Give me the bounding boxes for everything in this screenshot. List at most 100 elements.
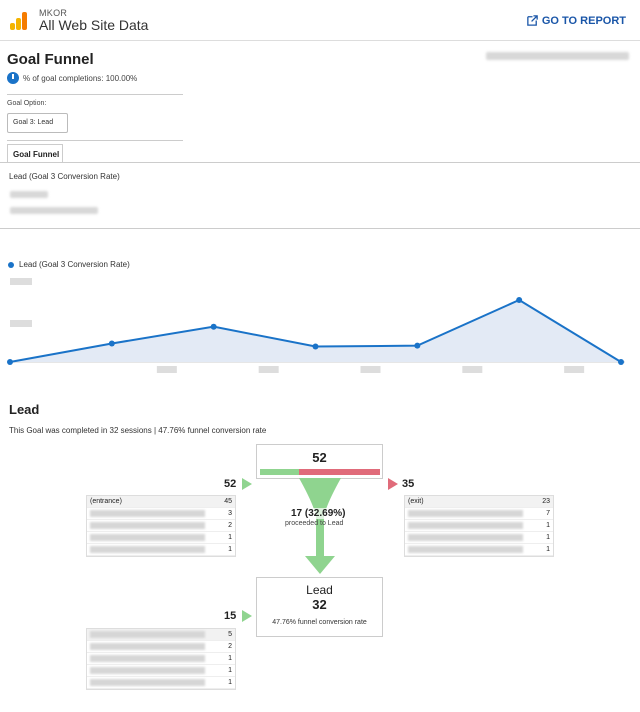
table-row[interactable]: 1 bbox=[87, 653, 235, 665]
row-value: 23 bbox=[542, 498, 550, 505]
step1-entrance-table: (entrance) 45 3 2 1 1 bbox=[86, 495, 236, 557]
table-row[interactable]: 1 bbox=[405, 520, 553, 532]
row-value: 1 bbox=[228, 546, 232, 553]
row-label bbox=[90, 655, 205, 662]
entrance-arrow-icon bbox=[242, 610, 252, 622]
chart-point[interactable] bbox=[414, 342, 421, 349]
table-row[interactable]: 7 bbox=[405, 508, 553, 520]
row-label bbox=[90, 631, 205, 638]
property-name[interactable]: All Web Site Data bbox=[39, 17, 149, 33]
row-label bbox=[90, 546, 205, 553]
step1-box[interactable]: 52 bbox=[256, 444, 383, 479]
step2-entrances: 15 bbox=[224, 610, 237, 622]
goal-select[interactable]: Goal 3: Lead bbox=[7, 113, 68, 133]
table-row[interactable]: (exit) 23 bbox=[405, 496, 553, 508]
x-tick-label bbox=[360, 366, 381, 373]
funnel-flow bbox=[299, 478, 341, 574]
y-tick-label bbox=[10, 320, 32, 327]
row-value: 2 bbox=[228, 522, 232, 529]
funnel-title: Lead bbox=[9, 402, 40, 417]
table-row[interactable]: 1 bbox=[87, 677, 235, 689]
step2-total: 32 bbox=[312, 597, 327, 612]
proceeded-label: proceeded to Lead bbox=[285, 520, 344, 527]
metric-value bbox=[10, 191, 48, 198]
row-label bbox=[90, 534, 205, 541]
completion-text: % of goal completions: 100.00% bbox=[23, 73, 138, 83]
table-row[interactable]: 1 bbox=[405, 544, 553, 556]
row-label bbox=[90, 679, 205, 686]
step2-entrance-table: 5 2 1 1 1 bbox=[86, 628, 236, 690]
row-label: (exit) bbox=[408, 498, 424, 505]
row-label bbox=[90, 510, 205, 517]
step1-bar bbox=[260, 469, 380, 475]
row-label bbox=[408, 522, 523, 529]
top-bar: MKOR All Web Site Data GO TO REPORT bbox=[0, 0, 640, 41]
row-label bbox=[90, 667, 205, 674]
row-label bbox=[90, 522, 205, 529]
table-row[interactable]: (entrance) 45 bbox=[87, 496, 235, 508]
chart-point[interactable] bbox=[7, 359, 13, 365]
table-row[interactable]: 1 bbox=[405, 532, 553, 544]
legend-label: Lead (Goal 3 Conversion Rate) bbox=[19, 260, 130, 269]
row-label bbox=[408, 534, 523, 541]
metric-name: Lead (Goal 3 Conversion Rate) bbox=[9, 172, 120, 181]
row-value: 1 bbox=[228, 679, 232, 686]
proceeded-count: 17 (32.69%) bbox=[290, 508, 347, 519]
legend-dot-icon bbox=[8, 261, 14, 268]
step2-conversion: 47.76% funnel conversion rate bbox=[272, 619, 367, 626]
row-value: 1 bbox=[228, 667, 232, 674]
chart-point[interactable] bbox=[312, 343, 319, 350]
row-value: 3 bbox=[228, 510, 232, 517]
step1-exit-table: (exit) 23 7 1 1 1 bbox=[404, 495, 554, 557]
page-title: Goal Funnel bbox=[7, 51, 94, 68]
chart-point[interactable] bbox=[618, 359, 624, 365]
divider bbox=[7, 94, 183, 95]
x-tick-label bbox=[156, 366, 177, 373]
line-chart bbox=[7, 278, 625, 373]
table-row[interactable]: 2 bbox=[87, 520, 235, 532]
chart-point[interactable] bbox=[108, 340, 115, 347]
x-tick-label bbox=[258, 366, 279, 373]
divider bbox=[7, 140, 183, 141]
row-value: 5 bbox=[228, 631, 232, 638]
table-row[interactable]: 3 bbox=[87, 508, 235, 520]
row-value: 7 bbox=[546, 510, 550, 517]
x-tick-label bbox=[564, 366, 585, 373]
go-to-report-label: GO TO REPORT bbox=[541, 14, 626, 27]
divider bbox=[0, 228, 640, 229]
x-tick-label bbox=[462, 366, 483, 373]
chart-point[interactable] bbox=[210, 323, 217, 330]
step1-bar-proceed bbox=[260, 469, 300, 475]
chart-legend[interactable]: Lead (Goal 3 Conversion Rate) bbox=[8, 260, 130, 269]
goal-option-label: Goal Option: bbox=[7, 100, 47, 107]
table-row[interactable]: 1 bbox=[87, 544, 235, 556]
divider bbox=[0, 162, 640, 163]
row-value: 1 bbox=[546, 522, 550, 529]
row-value: 1 bbox=[546, 546, 550, 553]
goal-completion-percent: % of goal completions: 100.00% bbox=[7, 72, 137, 84]
table-row[interactable]: 1 bbox=[87, 665, 235, 677]
chart-point[interactable] bbox=[516, 297, 523, 303]
open-external-icon bbox=[527, 15, 538, 26]
funnel-subtitle: This Goal was completed in 32 sessions |… bbox=[9, 426, 267, 435]
row-label bbox=[90, 643, 205, 650]
step1-entrances: 52 bbox=[224, 478, 237, 490]
step2-box[interactable]: Lead 32 47.76% funnel conversion rate bbox=[256, 577, 383, 637]
metric-compare bbox=[10, 207, 98, 214]
table-row[interactable]: 5 bbox=[87, 629, 235, 641]
table-row[interactable]: 1 bbox=[87, 532, 235, 544]
row-value: 2 bbox=[228, 643, 232, 650]
exit-arrow-icon bbox=[388, 478, 398, 490]
date-range[interactable] bbox=[486, 52, 629, 60]
info-icon bbox=[7, 72, 19, 84]
row-label bbox=[408, 510, 523, 517]
row-value: 45 bbox=[224, 498, 232, 505]
row-label: (entrance) bbox=[90, 498, 122, 505]
y-tick-label bbox=[10, 278, 32, 285]
tab-goal-funnel[interactable]: Goal Funnel bbox=[7, 144, 63, 163]
row-label bbox=[408, 546, 523, 553]
go-to-report-button[interactable]: GO TO REPORT bbox=[526, 14, 626, 27]
row-value: 1 bbox=[546, 534, 550, 541]
account-name: MKOR bbox=[39, 8, 68, 18]
table-row[interactable]: 2 bbox=[87, 641, 235, 653]
